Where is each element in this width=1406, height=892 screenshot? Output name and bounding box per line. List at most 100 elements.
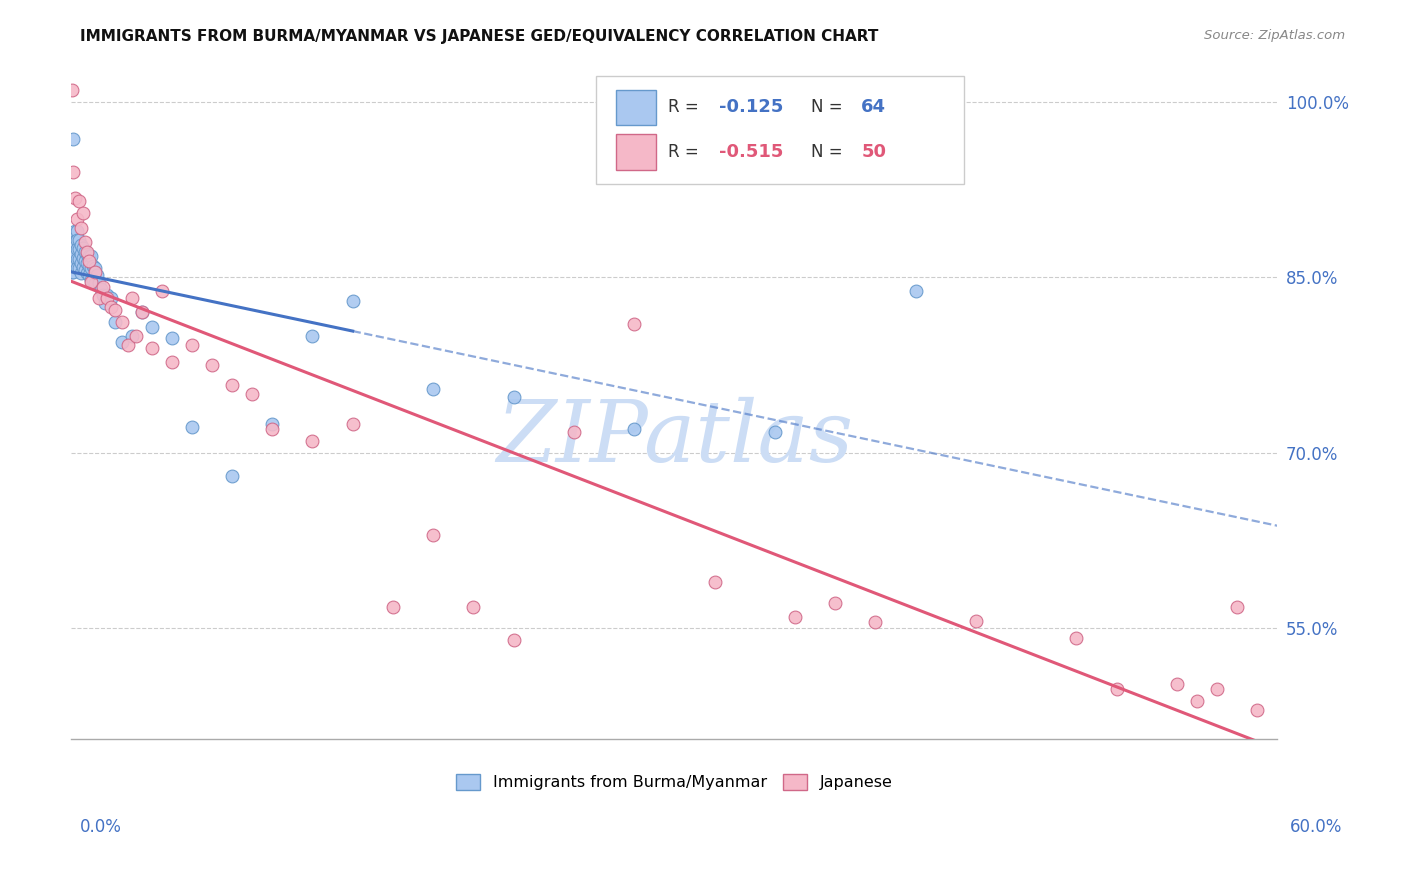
Point: [60, 264, 83, 278]
Point: [262, 417, 284, 431]
Point: [80, 249, 103, 263]
Point: [1246, 703, 1268, 717]
Point: [63, 247, 86, 261]
Point: [79, 268, 101, 282]
Point: [783, 609, 806, 624]
Point: [104, 315, 127, 329]
Text: IMMIGRANTS FROM BURMA/MYANMAR VS JAPANESE GED/EQUIVALENCY CORRELATION CHART: IMMIGRANTS FROM BURMA/MYANMAR VS JAPANES…: [80, 29, 879, 44]
Point: [66, 260, 89, 275]
Point: [262, 422, 284, 436]
Point: [1206, 682, 1229, 697]
Point: [72, 241, 94, 255]
Text: -0.125: -0.125: [718, 98, 783, 117]
Point: [67, 243, 90, 257]
Point: [180, 338, 202, 352]
Point: [70, 221, 93, 235]
Point: [75, 263, 97, 277]
Point: [66, 252, 89, 266]
Point: [104, 303, 127, 318]
Point: [84, 260, 107, 275]
Point: [1185, 694, 1208, 708]
Point: [79, 249, 101, 263]
Point: [94, 296, 117, 310]
Text: -0.515: -0.515: [718, 143, 783, 161]
Point: [84, 277, 107, 291]
Text: N =: N =: [811, 143, 848, 161]
Point: [422, 527, 444, 541]
Point: [93, 279, 115, 293]
Point: [1166, 677, 1188, 691]
FancyBboxPatch shape: [596, 76, 965, 184]
Point: [76, 247, 98, 261]
Point: [240, 387, 263, 401]
Point: [422, 382, 444, 396]
Text: 64: 64: [862, 98, 886, 117]
Point: [90, 282, 112, 296]
Point: [342, 293, 364, 308]
Point: [89, 292, 111, 306]
Point: [763, 425, 786, 439]
Point: [60, 83, 83, 97]
Point: [67, 252, 90, 266]
Point: [70, 237, 93, 252]
Point: [1105, 682, 1128, 697]
Point: [121, 329, 143, 343]
Point: [124, 329, 146, 343]
Point: [82, 273, 104, 287]
Text: Source: ZipAtlas.com: Source: ZipAtlas.com: [1205, 29, 1346, 42]
Point: [70, 266, 93, 280]
Point: [141, 341, 163, 355]
Point: [965, 615, 987, 629]
Point: [62, 165, 84, 179]
Point: [89, 277, 111, 291]
Point: [221, 469, 243, 483]
Point: [110, 315, 132, 329]
Point: [342, 417, 364, 431]
Point: [62, 264, 84, 278]
Point: [65, 224, 87, 238]
Text: ZIPatlas: ZIPatlas: [496, 397, 853, 480]
Point: [150, 285, 173, 299]
Point: [221, 378, 243, 392]
Text: N =: N =: [811, 98, 848, 117]
Point: [65, 191, 87, 205]
Point: [381, 600, 404, 615]
Point: [80, 273, 103, 287]
Point: [62, 132, 84, 146]
Point: [201, 358, 224, 372]
Point: [96, 288, 118, 302]
Point: [65, 259, 87, 273]
Point: [96, 292, 118, 306]
Point: [160, 354, 183, 368]
Point: [66, 243, 89, 257]
Point: [67, 260, 90, 275]
Point: [100, 300, 122, 314]
Point: [66, 211, 89, 226]
Point: [67, 194, 90, 209]
Point: [93, 288, 115, 302]
Point: [72, 206, 94, 220]
FancyBboxPatch shape: [616, 90, 657, 125]
Point: [131, 305, 153, 319]
Point: [904, 285, 927, 299]
Point: [824, 596, 846, 610]
Text: R =: R =: [668, 98, 704, 117]
Text: 0.0%: 0.0%: [80, 818, 122, 836]
Point: [502, 390, 524, 404]
Point: [301, 434, 323, 449]
Point: [75, 254, 97, 268]
Point: [80, 260, 103, 275]
Point: [79, 259, 101, 273]
Point: [76, 256, 98, 270]
Point: [623, 317, 645, 331]
Point: [82, 259, 104, 273]
Point: [63, 259, 86, 273]
Point: [117, 338, 139, 352]
Point: [121, 292, 143, 306]
Point: [76, 244, 98, 259]
Text: 60.0%: 60.0%: [1291, 818, 1343, 836]
Point: [623, 422, 645, 436]
FancyBboxPatch shape: [616, 134, 657, 169]
Point: [84, 264, 107, 278]
Point: [75, 244, 97, 259]
